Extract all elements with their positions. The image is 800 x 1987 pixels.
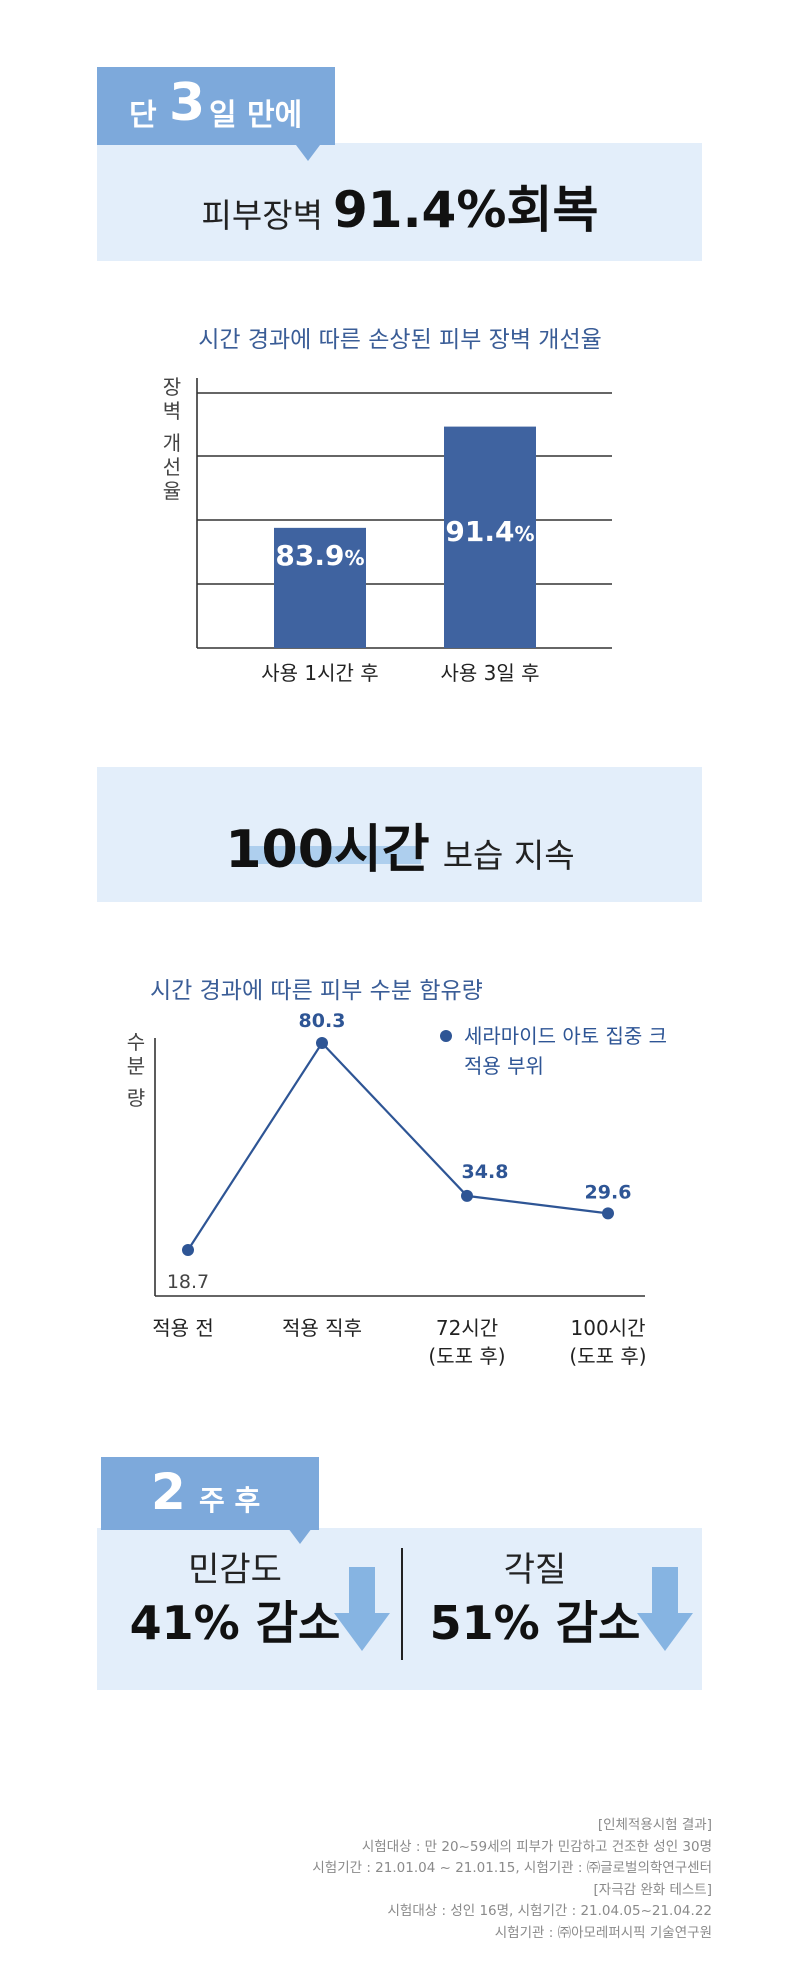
barrier-headline-value: 91.4%회복 [332,181,599,239]
moisture-headline: 100시간 보습 지속 [0,807,800,882]
line-value-label: 34.8 [462,1161,509,1183]
line-chart-xtick: 적용 직후 [282,1316,362,1340]
ylabel-char: 율 [162,479,182,503]
moisture-underline [243,846,421,864]
barrier-headline-panel [97,143,702,261]
legend-label: 적용 부위 [464,1054,544,1078]
line-value-label: 18.7 [167,1271,209,1293]
sensitivity-result: 민감도 41% 감소 [120,1548,350,1654]
ylabel-char: 장 [162,375,182,399]
bar-chart-xtick: 사용 3일 후 [440,661,540,685]
duration-tag-prefix: 단 [129,98,157,133]
line-point [182,1244,194,1256]
footnote-line: 시험기관 : ㈜아모레퍼시픽 기술연구원 [494,1924,712,1941]
line-chart-xtick: 적용 전 [152,1316,214,1340]
duration-tag-tail [296,145,320,161]
line-value-label: 29.6 [585,1181,632,1203]
period-tag-number: 2 [151,1463,186,1521]
period-tag: 2 주 후 [101,1457,319,1530]
sensitivity-label: 민감도 [188,1550,282,1590]
ylabel-char: 수 [126,1030,146,1054]
keratin-result: 각질 51% 감소 [420,1548,650,1654]
ylabel-char: 개 [162,431,182,455]
line-value-label: 80.3 [299,1010,346,1032]
period-tag-suffix: 주 후 [199,1484,261,1517]
legend-marker [440,1030,452,1042]
bar-chart-title: 시간 경과에 따른 손상된 피부 장벽 개선율 [198,327,602,353]
footnote-line: 시험대상 : 성인 16명, 시험기간 : 21.04.05~21.04.22 [387,1903,712,1919]
bar [274,527,366,648]
moisture-headline-panel [97,767,702,902]
line-point [316,1037,328,1049]
line-chart-xtick: 100시간 (도포 후) [569,1316,647,1368]
footnote-line: [인체적용시험 결과] [597,1817,712,1833]
footnote-line: 시험대상 : 만 20~59세의 피부가 민감하고 건조한 성인 30명 [361,1838,712,1855]
barrier-headline: 피부장벽 91.4%회복 [0,170,800,240]
keratin-label: 각질 [503,1550,567,1590]
legend-label: 세라마이드 아토 집중 크 [464,1024,667,1048]
line-chart-title: 시간 경과에 따른 피부 수분 함유량 [150,978,483,1004]
duration-tag: 단 3 일 만에 [97,67,335,145]
line-point [602,1207,614,1220]
ylabel-char: 량 [126,1086,146,1110]
line-chart-xtick: 72시간 (도포 후) [428,1316,506,1368]
sensitivity-value: 41% 감소 [129,1596,341,1650]
moisture-headline-label: 보습 지속 [442,836,575,875]
bar-chart-xtick: 사용 1시간 후 [261,661,379,685]
ylabel-char: 선 [162,455,182,479]
duration-tag-suffix: 일 만에 [209,98,303,133]
bar-chart: 83.9%91.4% [196,378,612,649]
line-point [461,1189,473,1202]
ylabel-char: 분 [126,1054,146,1078]
period-tag-tail [288,1528,312,1544]
bar [444,426,536,648]
result-panel [97,1528,702,1690]
line-series [187,1041,609,1251]
footnote-line: [자극감 완화 테스트] [593,1881,712,1898]
duration-tag-number: 3 [169,73,206,133]
moisture-headline-value: 100시간 [225,820,430,880]
barrier-headline-label: 피부장벽 [201,196,323,235]
line-chart: 18.7 80.3 34.8 29.6 세라마이드 아토 집중 크 적용 부위 [154,1010,667,1297]
footnote-line: 시험기간 : 21.01.04 ~ 21.01.15, 시험기관 : ㈜글로벌의… [312,1860,712,1876]
result-divider [401,1548,403,1660]
ylabel-char: 벽 [162,399,182,423]
test-footnote: [인체적용시험 결과] 시험대상 : 만 20~59세의 피부가 민감하고 건조… [312,1815,712,1944]
keratin-value: 51% 감소 [429,1596,641,1650]
